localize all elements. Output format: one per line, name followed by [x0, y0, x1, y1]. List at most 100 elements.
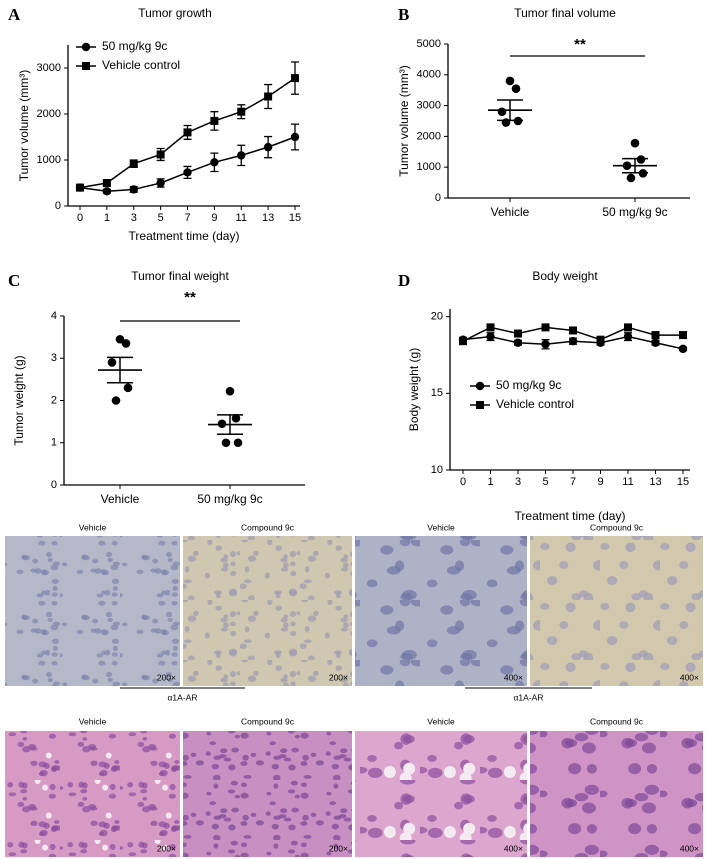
marker-label: α1A-AR: [168, 692, 198, 702]
data-point: [129, 159, 138, 168]
y-axis-label: Body weight (g): [407, 348, 421, 431]
data-point: [486, 323, 495, 332]
y-tick-label: 3000: [37, 62, 61, 74]
y-tick-label: 15: [431, 387, 443, 399]
x-tick-label: 50 mg/kg 9c: [602, 205, 667, 219]
magnification: 200×: [157, 672, 176, 682]
data-point: [121, 339, 131, 348]
data-point: [217, 419, 227, 429]
marker-label: α1A-AR: [514, 692, 544, 702]
data-point: [501, 118, 511, 127]
y-tick-label: 3: [51, 352, 57, 364]
magnification: 400×: [504, 843, 523, 853]
legend-marker: [476, 401, 484, 409]
chart-title: Body weight: [532, 269, 598, 283]
data-point: [569, 326, 577, 335]
magnification: 200×: [329, 843, 348, 853]
data-point: [513, 338, 523, 347]
micrograph: [355, 536, 527, 686]
data-point: [115, 334, 125, 344]
y-tick-label: 1000: [417, 161, 441, 173]
data-point: [123, 383, 133, 393]
y-tick-label: 2000: [417, 130, 441, 142]
data-point: [221, 438, 231, 448]
y-tick-label: 4: [51, 310, 57, 322]
panel-label: B: [398, 5, 409, 24]
legend-marker: [82, 62, 90, 70]
micrograph: [530, 731, 703, 857]
micrograph: [5, 731, 180, 857]
x-tick-label: 15: [677, 476, 689, 488]
chart-title: Tumor final volume: [514, 6, 616, 20]
x-tick-label: 1: [104, 212, 110, 224]
panel-label: D: [398, 271, 410, 290]
series-line: [79, 136, 296, 193]
data-point: [210, 116, 219, 125]
sem-bar: [622, 157, 648, 174]
y-axis-label: Tumor volume (mm³): [17, 70, 31, 182]
y-tick-label: 1: [51, 437, 57, 449]
y-axis-label: Tumor weight (g): [12, 355, 26, 445]
y-tick-label: 1000: [37, 154, 61, 166]
x-axis-label: Treatment time (day): [515, 509, 626, 523]
y-tick-label: 10: [431, 464, 443, 476]
micrograph: [183, 536, 352, 686]
x-tick-label: 11: [622, 476, 633, 488]
data-point: [263, 142, 273, 152]
data-point: [679, 331, 687, 340]
y-axis-label: Tumor volume (mm³): [397, 65, 411, 177]
data-point: [237, 151, 246, 160]
data-point: [623, 332, 633, 341]
data-point: [624, 323, 632, 332]
data-point: [568, 337, 578, 346]
data-point: [505, 76, 515, 86]
sem-bar: [217, 414, 243, 436]
magnification: 400×: [680, 843, 699, 853]
significance: **: [574, 36, 586, 53]
micrograph: [183, 731, 352, 857]
data-point: [626, 173, 636, 183]
x-tick-label: 0: [77, 212, 83, 224]
data-point: [156, 150, 165, 159]
data-point: [514, 329, 522, 338]
x-tick-label: 13: [649, 476, 661, 488]
data-point: [102, 187, 112, 196]
data-point: [541, 323, 550, 332]
data-point: [511, 84, 521, 93]
x-axis-label: Treatment time (day): [129, 229, 240, 243]
image-title: Compound 9c: [590, 522, 644, 532]
x-tick-label: 9: [597, 476, 603, 488]
y-tick-label: 0: [51, 479, 57, 491]
data-point: [111, 396, 121, 405]
x-tick-label: 15: [289, 212, 301, 224]
data-point: [233, 438, 243, 448]
y-tick-label: 20: [431, 311, 443, 323]
micrograph: [5, 536, 180, 686]
data-point: [678, 344, 688, 354]
data-point: [76, 183, 84, 192]
legend-marker: [475, 381, 485, 391]
legend-label: Vehicle control: [102, 58, 180, 72]
legend-label: 50 mg/kg 9c: [496, 378, 561, 392]
panel-label: C: [8, 271, 20, 290]
legend-marker: [81, 42, 91, 52]
x-tick-label: 5: [158, 212, 164, 224]
x-tick-label: 11: [236, 212, 247, 224]
sem-bar: [107, 356, 133, 384]
x-tick-label: 1: [487, 476, 493, 488]
data-point: [183, 168, 192, 177]
micrograph: [530, 536, 703, 686]
significance: **: [184, 289, 196, 306]
data-point: [651, 331, 660, 340]
data-point: [596, 335, 605, 344]
legend-label: 50 mg/kg 9c: [102, 39, 167, 53]
magnification: 400×: [504, 672, 523, 682]
data-point: [210, 158, 219, 167]
chart-title: Tumor growth: [138, 6, 212, 20]
x-tick-label: Vehicle: [491, 205, 530, 219]
micrograph: [355, 731, 527, 857]
data-point: [102, 179, 111, 187]
data-point: [290, 132, 300, 142]
magnification: 400×: [680, 672, 699, 682]
data-point: [107, 358, 117, 367]
